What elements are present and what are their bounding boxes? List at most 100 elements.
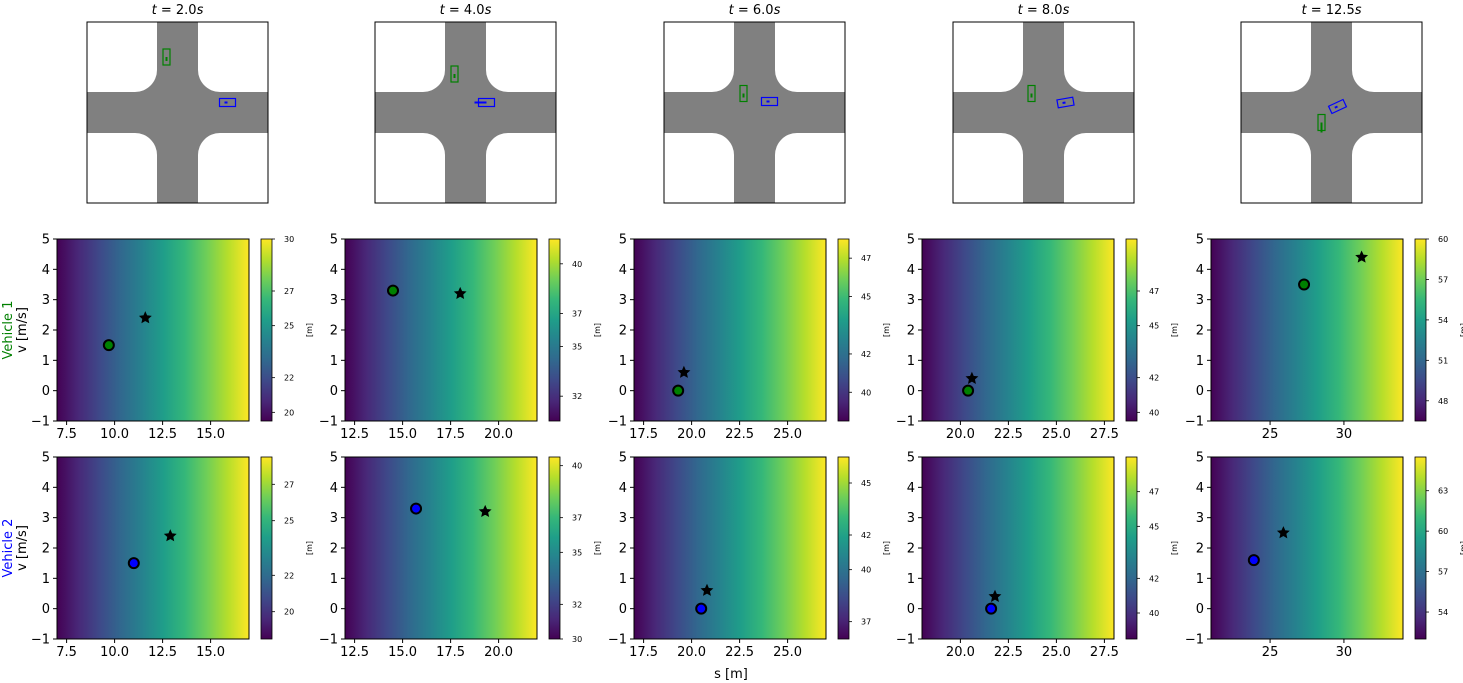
- y-tick-label: −1: [319, 633, 338, 648]
- y-tick-label: 5: [330, 233, 338, 248]
- y-tick-label: 4: [619, 263, 627, 278]
- y-tick-label: 5: [42, 233, 50, 248]
- colorbar-tick-label: 35: [572, 548, 582, 557]
- y-tick-label: 3: [619, 293, 627, 308]
- y-tick-label: −1: [1185, 415, 1204, 430]
- scene-panel: t = 4.0s: [374, 3, 557, 204]
- y-tick-label: 1: [907, 572, 915, 587]
- x-tick-label: 17.5: [629, 645, 658, 660]
- y-tick-label: 2: [619, 324, 627, 339]
- colorbar-tick-label: 57: [1438, 568, 1448, 577]
- y-tick-label: 3: [330, 511, 338, 526]
- goal-star-marker: [1355, 250, 1369, 263]
- colorbar-tick-label: 27: [284, 480, 294, 489]
- heatmap-field: [57, 239, 249, 421]
- y-tick-label: 0: [907, 384, 915, 399]
- state-circle-marker: [127, 557, 140, 570]
- colorbar-tick-label: 42: [1149, 374, 1159, 383]
- x-tick-label: 25: [1262, 427, 1279, 442]
- y-tick-label: 0: [42, 384, 50, 399]
- road-corner-cutout: [198, 133, 242, 177]
- vehicle-1: [450, 65, 459, 83]
- goal-star-marker: [453, 286, 467, 299]
- scene-panel: t = 2.0s: [86, 3, 269, 204]
- row-label-vehicle-1-name: Vehicle 1: [1, 301, 16, 360]
- x-tick-label: 20.0: [677, 645, 706, 660]
- colorbar-tick-label: 47: [1149, 488, 1159, 497]
- y-tick-label: 5: [1196, 451, 1204, 466]
- y-tick-label: 5: [1196, 233, 1204, 248]
- x-tick-label: 22.5: [994, 645, 1023, 660]
- colorbar-tick-label: 20: [284, 608, 294, 617]
- y-tick-label: 1: [907, 354, 915, 369]
- vehicle-1-body: [162, 48, 171, 66]
- y-tick-label: 3: [330, 293, 338, 308]
- y-tick-label: 2: [1196, 324, 1204, 339]
- y-tick-label: 1: [1196, 572, 1204, 587]
- road-corner-cutout: [1267, 133, 1311, 177]
- y-tick-label: 5: [619, 233, 627, 248]
- x-tick-label: 15.0: [196, 427, 225, 442]
- state-circle-marker: [962, 384, 975, 397]
- x-tick-label: 25: [1262, 645, 1279, 660]
- state-circle-marker: [387, 284, 399, 297]
- colorbar-frame: [1125, 238, 1138, 422]
- x-tick-label: 15.0: [388, 645, 417, 660]
- x-tick-label: 15.0: [388, 427, 417, 442]
- y-tick-label: 1: [42, 354, 50, 369]
- x-tick-label: 17.5: [436, 427, 465, 442]
- x-tick-label: 27.5: [1090, 645, 1119, 660]
- y-tick-label: 0: [330, 384, 338, 399]
- goal-star-marker: [988, 589, 1002, 603]
- vehicle-1: [1027, 84, 1036, 103]
- vehicle-1: [162, 48, 171, 66]
- colorbar-frame: [548, 456, 561, 640]
- colorbar-tick-label: 60: [1438, 527, 1448, 536]
- vehicle-1: [739, 84, 748, 103]
- y-tick-label: 5: [907, 451, 915, 466]
- y-tick-label: 0: [42, 602, 50, 617]
- x-tick-label: 10.0: [100, 645, 129, 660]
- state-circle-marker: [695, 602, 708, 615]
- y-tick-label: 5: [42, 451, 50, 466]
- colorbar: [261, 239, 272, 421]
- y-tick-label: −1: [896, 415, 915, 430]
- heatmap-panels: 7.5 10.0 12.5 15.0−10123452022252730[m]12.5…: [31, 233, 1463, 661]
- state-circle-marker: [102, 339, 115, 352]
- road-horizontal: [664, 92, 845, 133]
- colorbar-tick-label: 32: [572, 600, 582, 609]
- y-tick-label: −1: [608, 415, 627, 430]
- colorbar-label: [m]: [305, 541, 314, 555]
- y-tick-label: −1: [896, 633, 915, 648]
- colorbar-tick-label: 22: [284, 374, 294, 383]
- road-corner-cutout: [1064, 48, 1108, 92]
- vehicle-2-body: [218, 97, 237, 108]
- goal-star-marker: [677, 365, 691, 378]
- y-tick-label: 3: [42, 293, 50, 308]
- y-tick-label: −1: [608, 633, 627, 648]
- colorbar-tick-label: 57: [1438, 275, 1448, 284]
- x-tick-label: 20.0: [677, 427, 706, 442]
- colorbar-frame: [837, 238, 850, 422]
- road-corner-cutout: [775, 133, 819, 177]
- colorbar-tick-label: 40: [572, 260, 582, 269]
- scene-frame: [1240, 21, 1423, 204]
- y-tick-label: 1: [619, 572, 627, 587]
- y-tick-label: 2: [42, 542, 50, 557]
- x-tick-label: 12.5: [340, 427, 369, 442]
- colorbar-tick-label: 54: [1438, 316, 1448, 325]
- colorbar-tick-label: 40: [861, 388, 871, 397]
- colorbar-tick-label: 22: [284, 571, 294, 580]
- colorbar-tick-label: 42: [1149, 574, 1159, 583]
- scene-title: t = 8.0s: [1018, 3, 1070, 18]
- y-tick-label: 2: [42, 324, 50, 339]
- colorbar-frame: [837, 456, 850, 640]
- colorbar: [1415, 457, 1426, 639]
- x-tick-label: 27.5: [1090, 427, 1119, 442]
- colorbar-label: [m]: [1170, 323, 1179, 337]
- x-tick-label: 25.0: [773, 645, 802, 660]
- colorbar-tick-label: 20: [284, 408, 294, 417]
- colorbar-label: [m]: [882, 323, 891, 337]
- colorbar: [549, 239, 560, 421]
